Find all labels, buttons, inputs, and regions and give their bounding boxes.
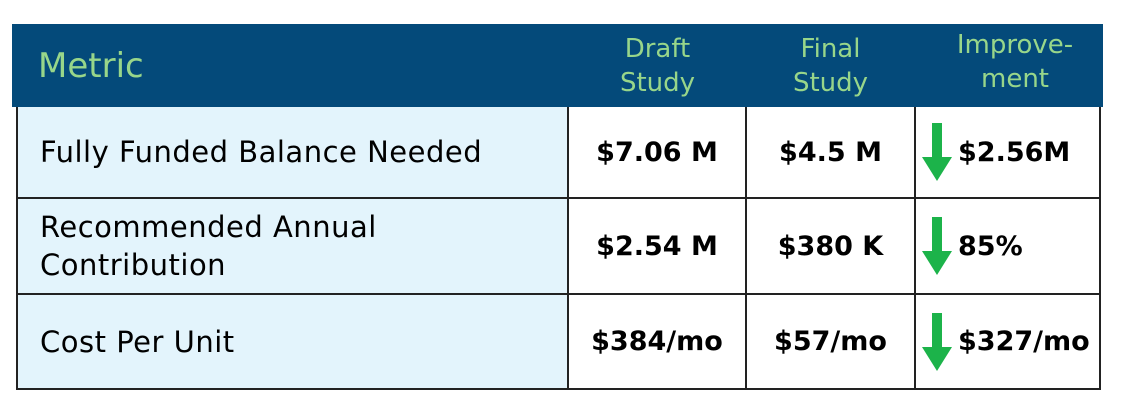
draft-cell: $2.54 M <box>567 199 745 293</box>
final-cell: $380 K <box>745 199 914 293</box>
draft-cell: $384/mo <box>567 295 745 388</box>
arrow-down-icon <box>922 312 952 371</box>
metric-cell: Cost Per Unit <box>16 295 567 388</box>
improvement-cell: $327/mo <box>914 295 1101 388</box>
header-draft: Draft Study <box>619 33 696 98</box>
improvement-value: $2.56M <box>958 136 1071 168</box>
improvement-value: $327/mo <box>958 326 1090 357</box>
header-improvement: Improve- ment <box>956 29 1074 94</box>
table-row: Recommended Annual Contribution $2.54 M … <box>16 199 1101 295</box>
final-cell: $4.5 M <box>745 107 914 197</box>
arrow-down-icon <box>922 123 952 181</box>
table-row: Cost Per Unit $384/mo $57/mo $327/mo <box>16 295 1101 390</box>
improvement-value: 85% <box>958 230 1023 262</box>
draft-cell: $7.06 M <box>567 107 745 197</box>
metric-cell: Recommended Annual Contribution <box>16 199 567 293</box>
metric-cell: Fully Funded Balance Needed <box>16 107 567 197</box>
arrow-down-icon <box>922 217 952 275</box>
final-cell: $57/mo <box>745 295 914 388</box>
improvement-cell: 85% <box>914 199 1101 293</box>
header-final: Final Study <box>792 33 869 98</box>
table-header <box>12 24 1103 107</box>
metrics-table: Fully Funded Balance Needed $7.06 M $4.5… <box>16 107 1101 390</box>
table-row: Fully Funded Balance Needed $7.06 M $4.5… <box>16 107 1101 199</box>
improvement-cell: $2.56M <box>914 107 1101 197</box>
header-metric: Metric <box>38 45 144 86</box>
